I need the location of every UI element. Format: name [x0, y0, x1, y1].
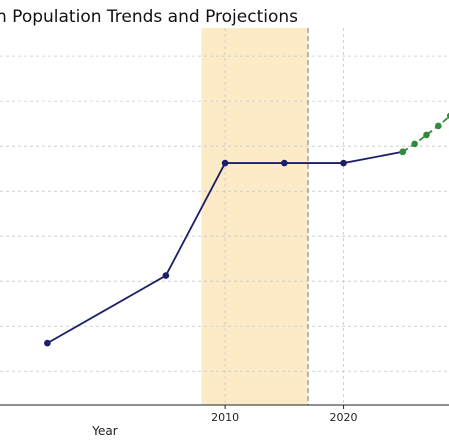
data-point: [446, 112, 449, 119]
shaded-region: [201, 28, 309, 405]
x-axis-label: Year: [91, 424, 117, 438]
data-point: [399, 148, 407, 156]
chart-title: n Population Trends and Projections: [0, 7, 298, 27]
x-tick-label: 2010: [211, 411, 239, 424]
data-point: [162, 272, 170, 279]
series-line-0: [46, 150, 403, 344]
data-point: [423, 131, 430, 139]
data-point: [221, 159, 229, 167]
data-point: [340, 159, 347, 167]
data-point: [281, 159, 288, 167]
data-point: [44, 339, 51, 347]
x-tick-label: 2020: [330, 411, 358, 424]
data-point: [435, 122, 442, 130]
data-point: [411, 140, 418, 148]
